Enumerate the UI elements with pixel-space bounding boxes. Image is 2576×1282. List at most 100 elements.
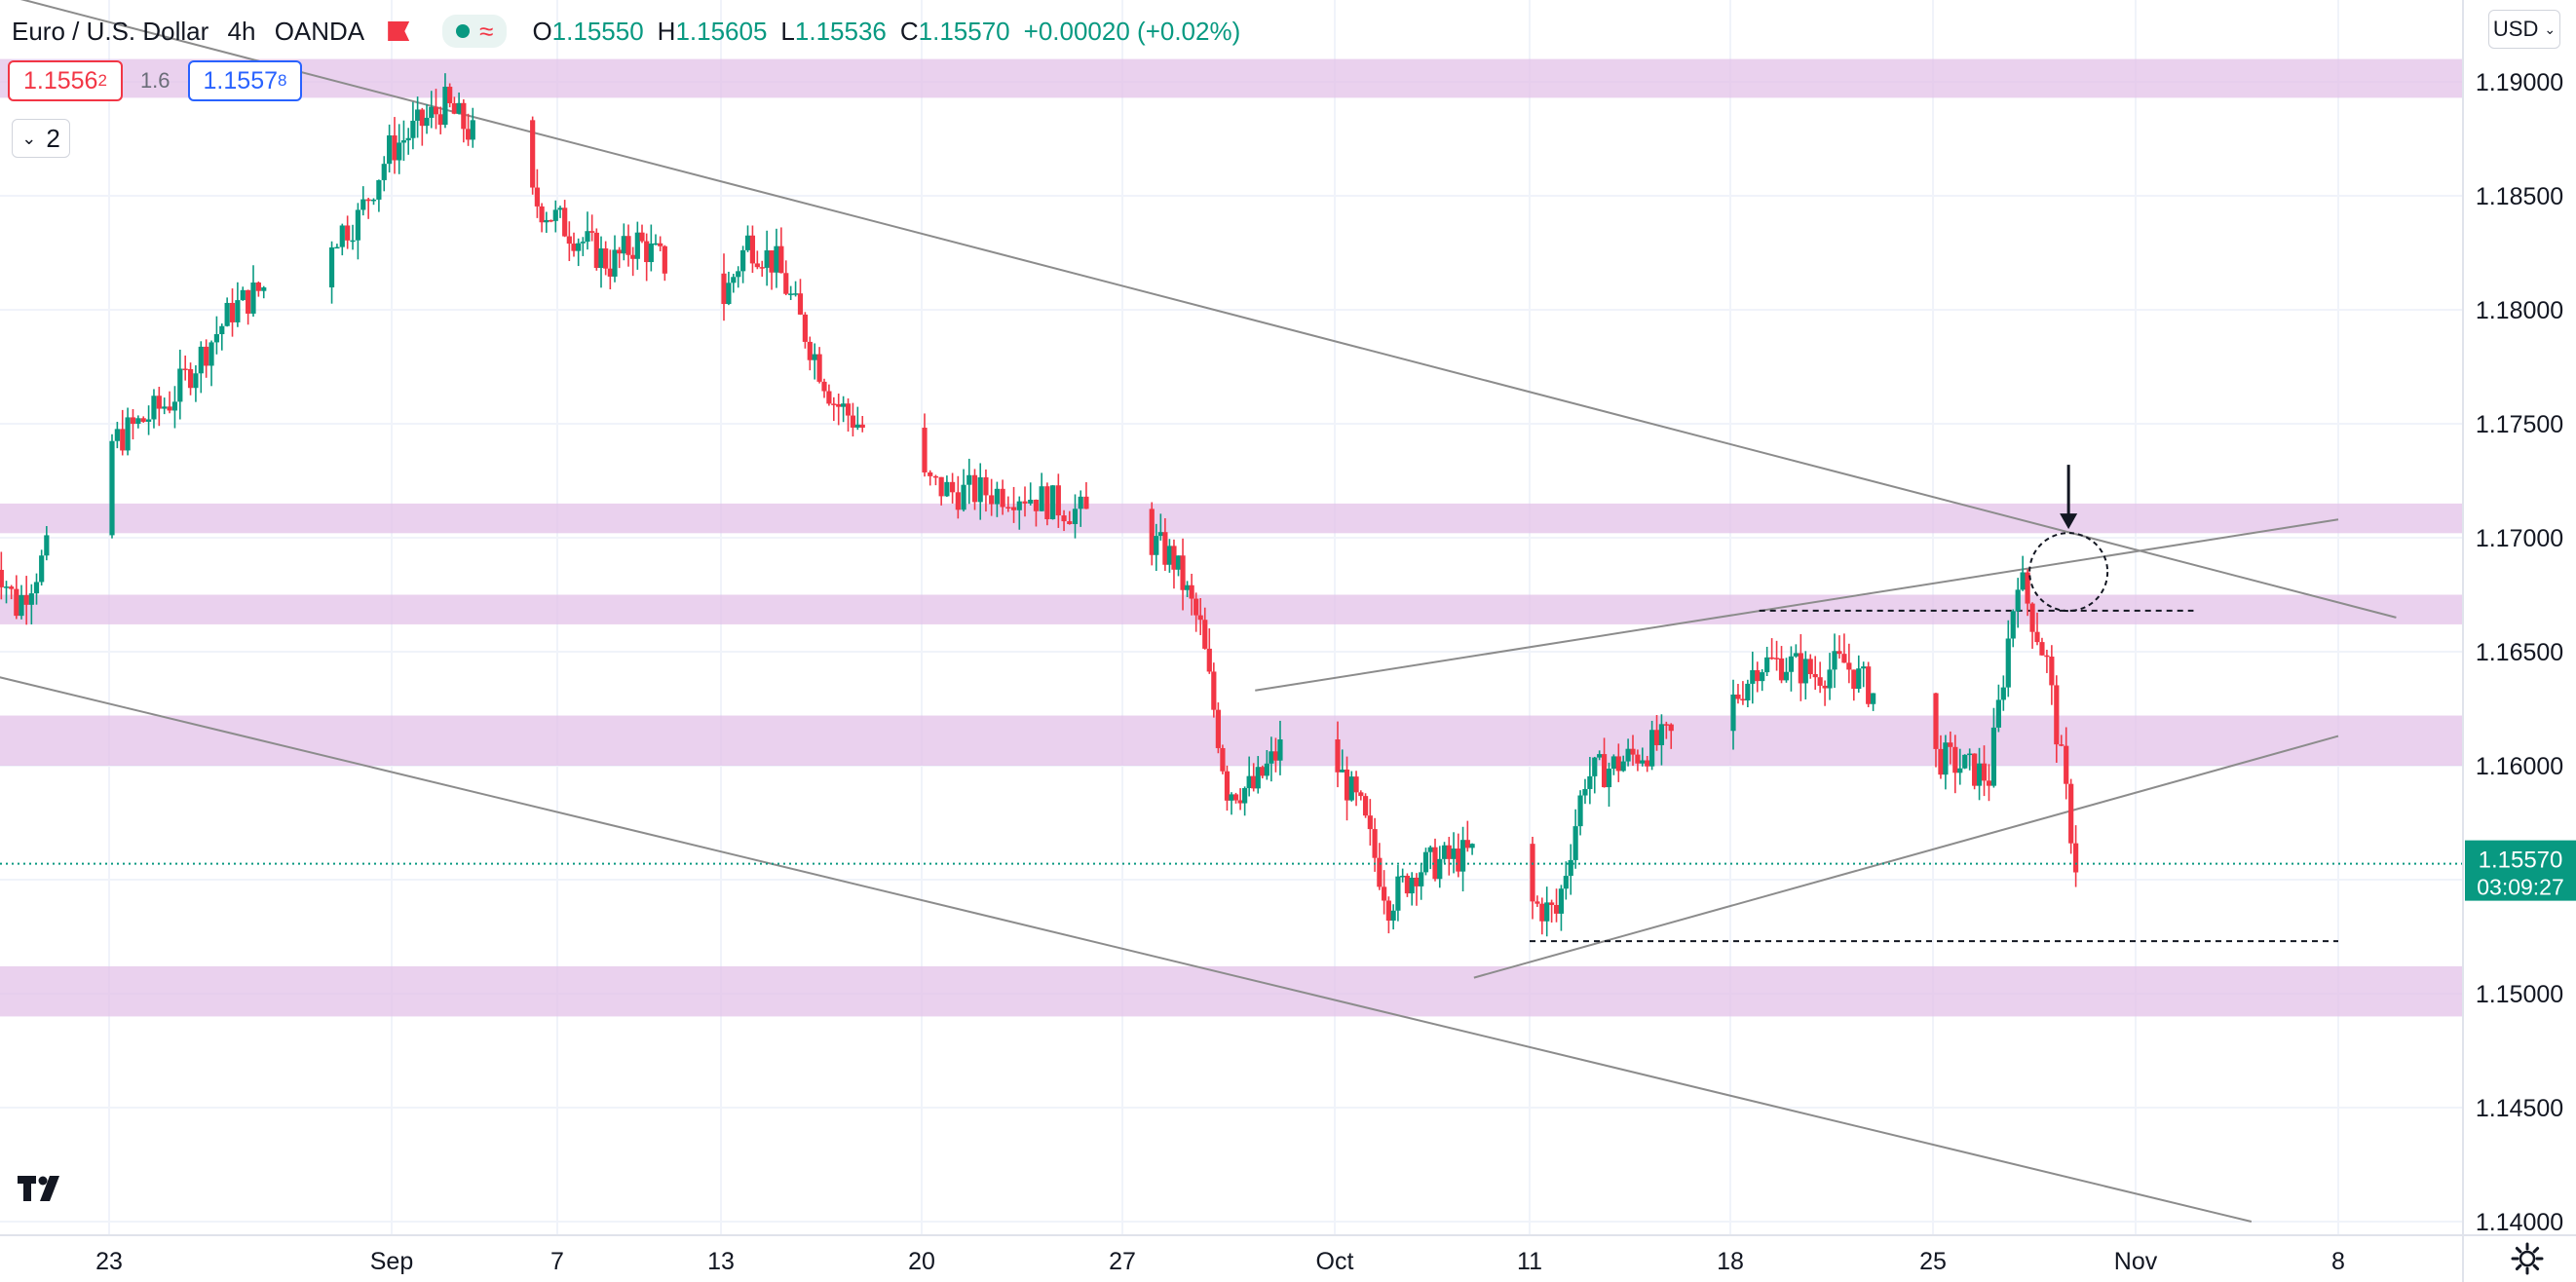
candle-body <box>1028 499 1034 504</box>
low-value: 1.15536 <box>794 16 887 46</box>
candle-body <box>1277 739 1283 761</box>
candle-body <box>1358 792 1364 797</box>
candle-body <box>1802 659 1808 684</box>
price-tick-label: 1.16500 <box>2476 639 2563 666</box>
candle-body <box>983 477 989 496</box>
candle-body <box>1272 751 1279 761</box>
candle-body <box>821 381 827 392</box>
candle-body <box>1788 656 1795 672</box>
price-tick-label: 1.14500 <box>2476 1095 2563 1122</box>
candle-body <box>1335 739 1341 773</box>
candle-body <box>187 368 194 389</box>
candle-body <box>2059 744 2065 746</box>
candle-body <box>1967 753 1973 756</box>
candles <box>0 73 2079 937</box>
candle-body <box>255 283 261 291</box>
spread-value: 1.6 <box>139 68 170 93</box>
market-status[interactable]: ≈ <box>442 15 508 48</box>
candle-body <box>130 417 136 425</box>
candle-body <box>1437 858 1443 880</box>
candle-body <box>1760 672 1765 682</box>
sr-zone <box>0 58 2463 98</box>
candle-body <box>1962 754 1968 769</box>
price-tick-label: 1.17000 <box>2476 525 2563 552</box>
indicators-toggle-button[interactable]: ⌄ 2 <box>12 119 70 158</box>
candle-body <box>653 243 659 245</box>
candle-body <box>167 406 172 411</box>
candle-body <box>410 120 416 138</box>
candle-body <box>1649 730 1655 767</box>
candle-body <box>639 232 645 242</box>
open-label: O <box>532 16 552 46</box>
candle-body <box>1995 699 2001 728</box>
candle-body <box>465 129 472 140</box>
candle-body <box>193 373 199 389</box>
candle-body <box>1422 851 1429 873</box>
candle-body <box>2010 611 2016 639</box>
tradingview-logo-icon[interactable] <box>12 1161 72 1216</box>
candle-body <box>2025 572 2030 604</box>
candle-body <box>769 250 775 273</box>
currency-select[interactable]: USD ⌄ <box>2488 10 2560 49</box>
candle-body <box>171 401 178 411</box>
candle-body <box>1464 840 1470 848</box>
candle-body <box>162 406 168 409</box>
candle-body <box>39 555 45 583</box>
candle-body <box>607 268 613 277</box>
candle-body <box>1668 724 1674 732</box>
candle-body <box>0 569 4 587</box>
candle-body <box>1957 768 1963 773</box>
candle-body <box>2034 631 2040 643</box>
candle-body <box>1427 847 1433 852</box>
candle-body <box>845 403 852 416</box>
time-tick-label: 8 <box>2331 1248 2345 1275</box>
candle-body <box>397 142 402 161</box>
buy-button[interactable]: 1.1557 8 <box>187 60 303 101</box>
candle-body <box>1193 598 1199 616</box>
candle-body <box>994 488 1000 505</box>
candle-body <box>1202 620 1208 649</box>
candle-body <box>1755 669 1761 682</box>
highlight-circle <box>2028 532 2109 613</box>
candle-body <box>580 242 586 244</box>
candle-body <box>19 594 24 617</box>
candle-body <box>1549 902 1555 905</box>
candle-body <box>1189 584 1194 599</box>
candle-body <box>1952 746 1958 773</box>
candle-body <box>1948 742 1953 747</box>
candle-body <box>1866 666 1872 704</box>
symbol-title[interactable]: Euro / U.S. Dollar 4h OANDA <box>12 17 364 47</box>
gear-icon[interactable] <box>2510 1241 2545 1276</box>
time-tick-label: Sep <box>370 1248 413 1275</box>
candle-body <box>1372 829 1378 858</box>
candle-body <box>836 403 842 407</box>
candle-body <box>634 232 640 259</box>
candle-body <box>774 245 779 273</box>
candle-body <box>360 199 366 210</box>
candle-body <box>1220 747 1226 772</box>
candle-body <box>1255 767 1261 789</box>
time-tick-label: 13 <box>707 1248 735 1275</box>
candle-body <box>1735 694 1741 699</box>
symbol-name: Euro / U.S. Dollar <box>12 16 209 46</box>
candle-body <box>1348 776 1354 801</box>
close-label: C <box>899 16 919 46</box>
sell-button[interactable]: 1.1556 2 <box>8 60 123 101</box>
candle-body <box>971 474 978 503</box>
candle-body <box>648 243 654 263</box>
candle-body <box>1577 795 1583 827</box>
last-price-label: 1.15570 <box>2479 848 2563 874</box>
candle-body <box>1237 800 1243 804</box>
candle-body <box>850 415 856 428</box>
candle-body <box>2000 687 2006 700</box>
candle-body <box>1055 485 1061 516</box>
candle-body <box>1745 683 1751 701</box>
candle-body <box>1740 698 1746 701</box>
flag-icon[interactable] <box>388 21 410 41</box>
candle-body <box>1377 857 1383 887</box>
candle-body <box>2064 745 2069 784</box>
candle-body <box>461 102 467 130</box>
candle-body <box>1197 615 1203 621</box>
